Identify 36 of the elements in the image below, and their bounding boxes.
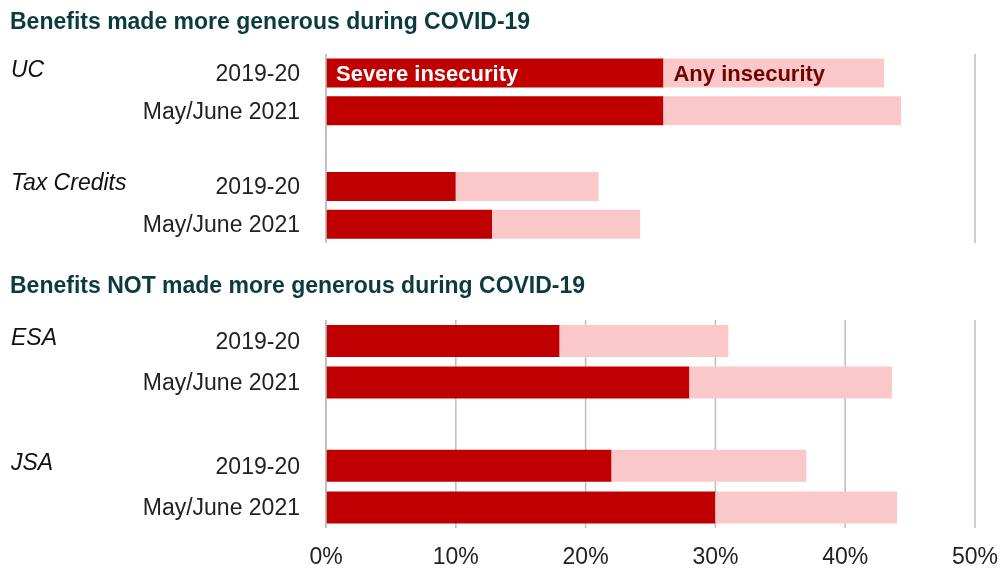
chart-title: Benefits NOT made more generous during COVID-19 [10,272,586,299]
y-tick-label: May/June 2021 [142,211,300,238]
x-tick-label: 40% [822,543,869,570]
y-tick-label: May/June 2021 [142,97,300,124]
bar [326,324,560,357]
y-tick-label: 2019-20 [215,452,300,479]
text: UC [11,55,45,82]
bar [663,96,902,126]
text: ESA [11,323,58,350]
bar [326,449,612,482]
bar [326,96,664,126]
chart-title: Benefits made more generous during COVID-19 [10,8,531,35]
series-label: Any insecurity [673,61,826,87]
bar [689,366,892,399]
bar [715,491,898,524]
y-tick-label: May/June 2021 [142,369,300,396]
text: JSA [10,448,54,475]
bar [492,209,641,239]
x-tick-label: 20% [562,543,609,570]
x-tick-label: 10% [432,543,479,570]
bar [559,324,729,357]
bar [326,491,716,524]
bar [326,171,456,201]
y-tick-label: May/June 2021 [142,494,300,521]
y-tick-label: 2019-20 [215,173,300,200]
bar [326,366,690,399]
x-tick-label: 0% [309,543,343,570]
y-tick-label: 2019-20 [215,59,300,86]
x-tick-label: 50% [951,543,999,570]
x-tick-label: 30% [692,543,739,570]
series-label: Severe insecurity [336,61,519,87]
bar [611,449,807,482]
text: Tax Credits [11,169,127,196]
y-tick-label: 2019-20 [215,327,300,354]
bar [326,209,493,239]
bar [455,171,599,201]
